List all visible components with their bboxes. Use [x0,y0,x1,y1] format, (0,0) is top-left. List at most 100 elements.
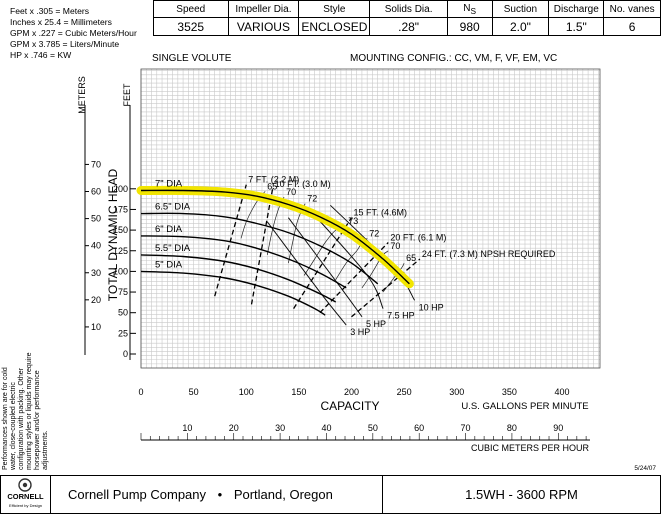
single-volute-label: SINGLE VOLUTE [152,53,232,64]
feet-tick-label: 125 [113,246,128,256]
cmh-tick-label: 80 [507,423,517,433]
company-box: Cornell Pump Company • Portland, Oregon [50,475,383,514]
cmh-tick-label: 40 [321,423,331,433]
gpm-tick-label: 400 [554,387,569,397]
conversion-notes: Feet x .305 = Meters Inches x 25.4 = Mil… [10,6,137,61]
horsepower-label: 10 HP [419,302,444,312]
conversion-line: Feet x .305 = Meters [10,6,90,16]
spec-value-speed: 3525 [153,17,229,36]
impeller-label: 5" DIA [155,259,183,270]
spec-value-style: ENCLOSED [298,17,371,36]
meters-tick-label: 60 [91,187,101,197]
spec-value-discharge: 1.5" [548,17,605,36]
cornell-logo [18,478,32,492]
side-note: Performances shown are for cold water, c… [2,352,49,471]
cmh-tick-label: 50 [368,423,378,433]
npsh-label: 10 FT. (3.0 M) [275,179,331,189]
company-city: Portland, Oregon [233,487,333,502]
pump-curve-chart: 0 25 50 75 100 125 150 175 200 10 20 30 40 50 60 70 0 50 1… [77,53,656,472]
chart-curves [136,184,421,326]
cmh-tick-label: 20 [229,423,239,433]
gpm-tick-label: 300 [449,387,464,397]
footer: CORNELL Efficient by Design Cornell Pump… [0,475,661,514]
gpm-tick-label: 50 [189,387,199,397]
model-box: 1.5WH - 3600 RPM [382,475,661,514]
x-axis-title: CAPACITY [320,399,379,413]
efficiency-curve [361,250,389,289]
cmh-tick-label: 70 [461,423,471,433]
horsepower-label: 7.5 HP [387,311,415,321]
footer-bullet: • [217,487,223,502]
cmh-tick-label: 10 [182,423,192,433]
feet-tick-label: 50 [118,308,128,318]
gpm-tick-label: 350 [502,387,517,397]
impeller-label: 5.5" DIA [155,243,191,254]
efficiency-label: 70 [286,187,296,197]
gpm-tick-label: 0 [138,387,143,397]
npsh-line [351,258,421,318]
feet-tick-label: 25 [118,328,128,338]
gpm-tick-label: 250 [397,387,412,397]
spec-table: Speed Impeller Dia. Style Solids Dia. NS… [153,0,661,36]
x-axis-unit: U.S. GALLONS PER MINUTE [461,401,588,412]
cmh-tick-label: 60 [414,423,424,433]
meters-tick-label: 50 [91,214,101,224]
efficiency-label: 65 [267,181,277,191]
efficiency-label: 72 [307,194,317,204]
ns-subscript: S [470,5,477,16]
cmh-tick-label: 30 [275,423,285,433]
feet-tick-label: 200 [113,184,128,194]
mounting-config-label: MOUNTING CONFIG.: CC, VM, F, VF, EM, VC [350,53,557,64]
meters-tick-label: 70 [91,159,101,169]
conversion-line: HP x .746 = KW [10,50,72,60]
horsepower-label: 5 HP [366,319,386,329]
impeller-curve [140,270,326,316]
company-line: Cornell Pump Company • Portland, Oregon [68,487,333,502]
horsepower-curve [266,221,347,326]
feet-tick-label: 75 [118,287,128,297]
meters-tick-label: 40 [91,241,101,251]
conversion-line: GPM x .227 = Cubic Meters/Hour [10,28,137,38]
gpm-tick-label: 200 [344,387,359,397]
chart-grid: 0 25 50 75 100 125 150 175 200 10 20 30 40 50 60 70 0 50 1… [84,68,601,441]
meters-tick-label: 10 [91,322,101,332]
meters-axis-label: METERS [77,76,87,114]
impeller-label: 6" DIA [155,224,183,235]
feet-tick-label: 150 [113,225,128,235]
y-axis-title: TOTAL DYNAMIC HEAD [106,168,120,301]
efficiency-label: 70 [390,241,400,251]
spec-value-suction: 2.0" [491,17,550,36]
efficiency-label: 65 [406,253,416,263]
impeller-label: 6.5" DIA [155,202,191,213]
impeller-curve [140,189,410,285]
cmh-tick-label: 90 [553,423,563,433]
spec-value-ns: 980 [446,17,493,36]
company-name: Cornell Pump Company [68,487,207,502]
logo-subtext: Efficient by Design [8,503,43,508]
feet-tick-label: 100 [113,266,128,276]
conversion-line: GPM x 3.785 = Liters/Minute [10,39,120,49]
spec-value-vanes: 6 [603,17,661,36]
horsepower-label: 3 HP [350,327,370,337]
impeller-curve [140,254,337,303]
feet-tick-label: 0 [123,349,128,359]
gpm-tick-label: 150 [291,387,306,397]
impeller-curve [140,212,379,285]
npsh-label: 7 FT. (2.2 M) [248,175,299,185]
impeller-label: 7" DIA [155,178,183,189]
model-name: 1.5WH - 3600 RPM [465,487,578,502]
efficiency-label: 72 [369,228,379,238]
spec-value-solids: .28" [369,17,448,36]
chart-marks: 65 70 72 73 72 70 65 3 HP5 HP7.5 HP 10 HP 7 FT. (… [155,175,556,337]
x2-axis-unit: CUBIC METERS PER HOUR [471,443,590,453]
feet-axis-label: FEET [122,83,132,107]
feet-tick-label: 175 [113,204,128,214]
gpm-tick-label: 100 [239,387,254,397]
logo-text: CORNELL [7,492,44,501]
conversion-line: Inches x 25.4 = Millimeters [10,17,112,27]
meters-tick-label: 30 [91,268,101,278]
efficiency-label: 73 [348,216,358,226]
npsh-label: 24 FT. (7.3 M) NPSH REQUIRED [422,249,556,259]
plot-frame [140,68,601,369]
meters-tick-label: 20 [91,295,101,305]
